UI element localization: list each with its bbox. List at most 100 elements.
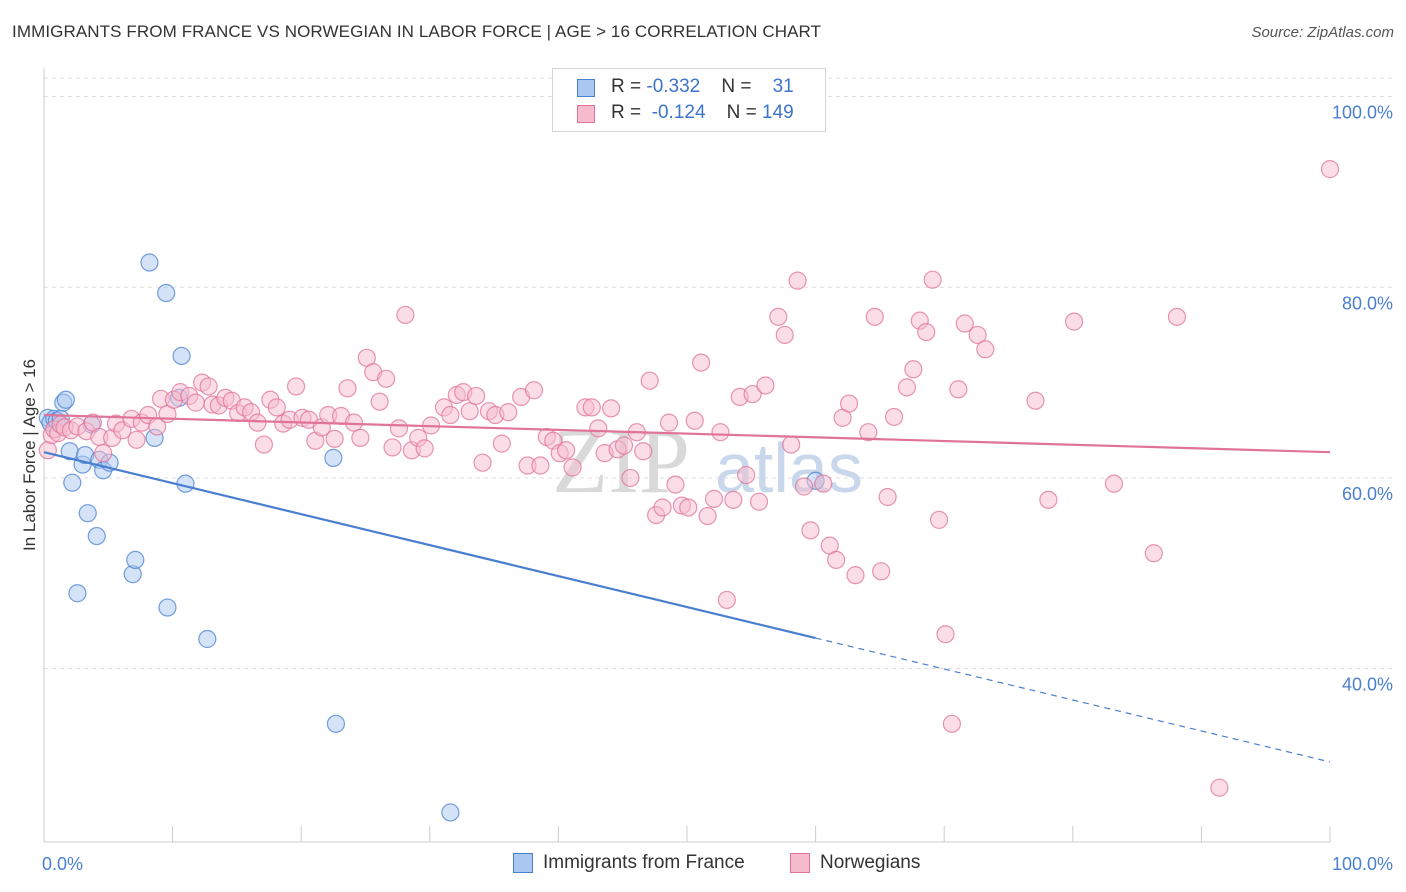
data-point bbox=[602, 399, 621, 418]
data-point bbox=[557, 441, 576, 460]
data-point bbox=[492, 434, 511, 453]
data-point bbox=[324, 448, 343, 468]
data-point bbox=[248, 413, 267, 432]
data-point bbox=[158, 598, 177, 617]
data-point bbox=[692, 353, 711, 372]
data-point bbox=[582, 398, 601, 417]
data-point bbox=[666, 475, 685, 494]
data-point bbox=[775, 325, 794, 345]
data-point bbox=[769, 307, 788, 326]
data-point bbox=[441, 803, 460, 822]
data-point bbox=[897, 378, 917, 397]
data-point bbox=[499, 403, 518, 422]
data-point bbox=[1144, 544, 1163, 563]
data-point bbox=[186, 393, 205, 412]
data-point bbox=[531, 456, 550, 475]
data-point bbox=[1320, 160, 1340, 179]
data-point bbox=[473, 453, 492, 472]
data-point bbox=[929, 510, 949, 529]
data-point bbox=[653, 498, 672, 517]
data-point bbox=[659, 413, 679, 432]
data-point bbox=[1064, 312, 1084, 331]
series-norwegians-points bbox=[38, 160, 1340, 797]
trend-line-extension bbox=[815, 637, 1331, 763]
data-point bbox=[679, 498, 698, 517]
data-point bbox=[801, 521, 820, 540]
data-point bbox=[63, 473, 82, 492]
data-point bbox=[524, 381, 544, 400]
data-point bbox=[344, 413, 364, 432]
bottom-legend-swatch-france bbox=[513, 853, 533, 873]
y-tick-label: 80.0% bbox=[1342, 293, 1393, 313]
data-point bbox=[563, 458, 582, 477]
data-point bbox=[614, 436, 634, 455]
data-point bbox=[254, 435, 274, 454]
data-point bbox=[441, 405, 460, 425]
data-point bbox=[326, 714, 346, 733]
data-point bbox=[749, 492, 769, 511]
data-point bbox=[640, 371, 659, 390]
correlation-legend: R = -0.332 N = 31 R = -0.124 N = 149 bbox=[552, 68, 826, 132]
chart-title: IMMIGRANTS FROM FRANCE VS NORWEGIAN IN L… bbox=[12, 22, 822, 41]
legend-r-france: -0.332 bbox=[646, 76, 701, 97]
x-tick-label: 0.0% bbox=[42, 854, 83, 874]
data-point bbox=[38, 441, 57, 460]
data-point bbox=[198, 629, 217, 649]
trend-lines bbox=[43, 413, 1331, 763]
data-point bbox=[1026, 391, 1045, 410]
data-point bbox=[126, 550, 145, 569]
data-point bbox=[351, 428, 370, 447]
series-immigrants-from-france-points bbox=[38, 253, 825, 822]
data-point bbox=[68, 584, 87, 603]
data-point bbox=[904, 360, 923, 379]
data-point bbox=[884, 407, 904, 427]
data-point bbox=[94, 444, 113, 463]
y-tick-label: 40.0% bbox=[1342, 675, 1393, 695]
data-point bbox=[286, 377, 306, 396]
data-point bbox=[814, 474, 833, 493]
data-point bbox=[685, 411, 704, 430]
data-point bbox=[56, 390, 75, 409]
legend-text-france: R = -0.332 N = 31 bbox=[611, 76, 794, 97]
y-tick-labels: 40.0% 60.0% 80.0% 100.0% bbox=[1332, 103, 1393, 695]
data-point bbox=[1210, 778, 1229, 797]
legend-n-france: 31 bbox=[772, 76, 794, 97]
data-point bbox=[1104, 474, 1124, 493]
data-point bbox=[176, 474, 195, 493]
data-point bbox=[942, 714, 962, 733]
data-point bbox=[923, 270, 942, 289]
x-tick-label: 100.0% bbox=[1332, 854, 1393, 874]
trend-line bbox=[43, 451, 816, 640]
data-point bbox=[127, 430, 146, 449]
x-tick-labels: 0.0% 100.0% bbox=[42, 854, 1393, 874]
data-point bbox=[1167, 307, 1187, 326]
data-point bbox=[383, 438, 402, 457]
data-point bbox=[859, 423, 878, 442]
data-point bbox=[711, 423, 730, 442]
data-point bbox=[782, 435, 801, 454]
data-point bbox=[788, 271, 807, 290]
data-point bbox=[389, 419, 409, 438]
data-point bbox=[917, 322, 936, 342]
data-point bbox=[865, 307, 884, 326]
data-point bbox=[717, 590, 736, 610]
data-point bbox=[936, 625, 955, 644]
data-point bbox=[172, 346, 191, 366]
data-point bbox=[87, 526, 106, 546]
data-point bbox=[396, 305, 415, 325]
data-point bbox=[737, 465, 756, 485]
legend-text-norwegians: R = -0.124 N = 149 bbox=[611, 102, 794, 123]
data-point bbox=[157, 283, 176, 303]
trend-line bbox=[43, 413, 1331, 454]
data-point bbox=[827, 550, 846, 569]
data-point bbox=[78, 504, 97, 523]
data-point bbox=[466, 386, 486, 406]
data-point bbox=[743, 384, 762, 404]
bottom-legend-label-france: Immigrants from France bbox=[543, 852, 745, 873]
data-point bbox=[756, 376, 775, 395]
data-point bbox=[872, 562, 891, 581]
data-point bbox=[376, 369, 396, 388]
data-point bbox=[460, 402, 479, 421]
data-point bbox=[338, 379, 357, 398]
